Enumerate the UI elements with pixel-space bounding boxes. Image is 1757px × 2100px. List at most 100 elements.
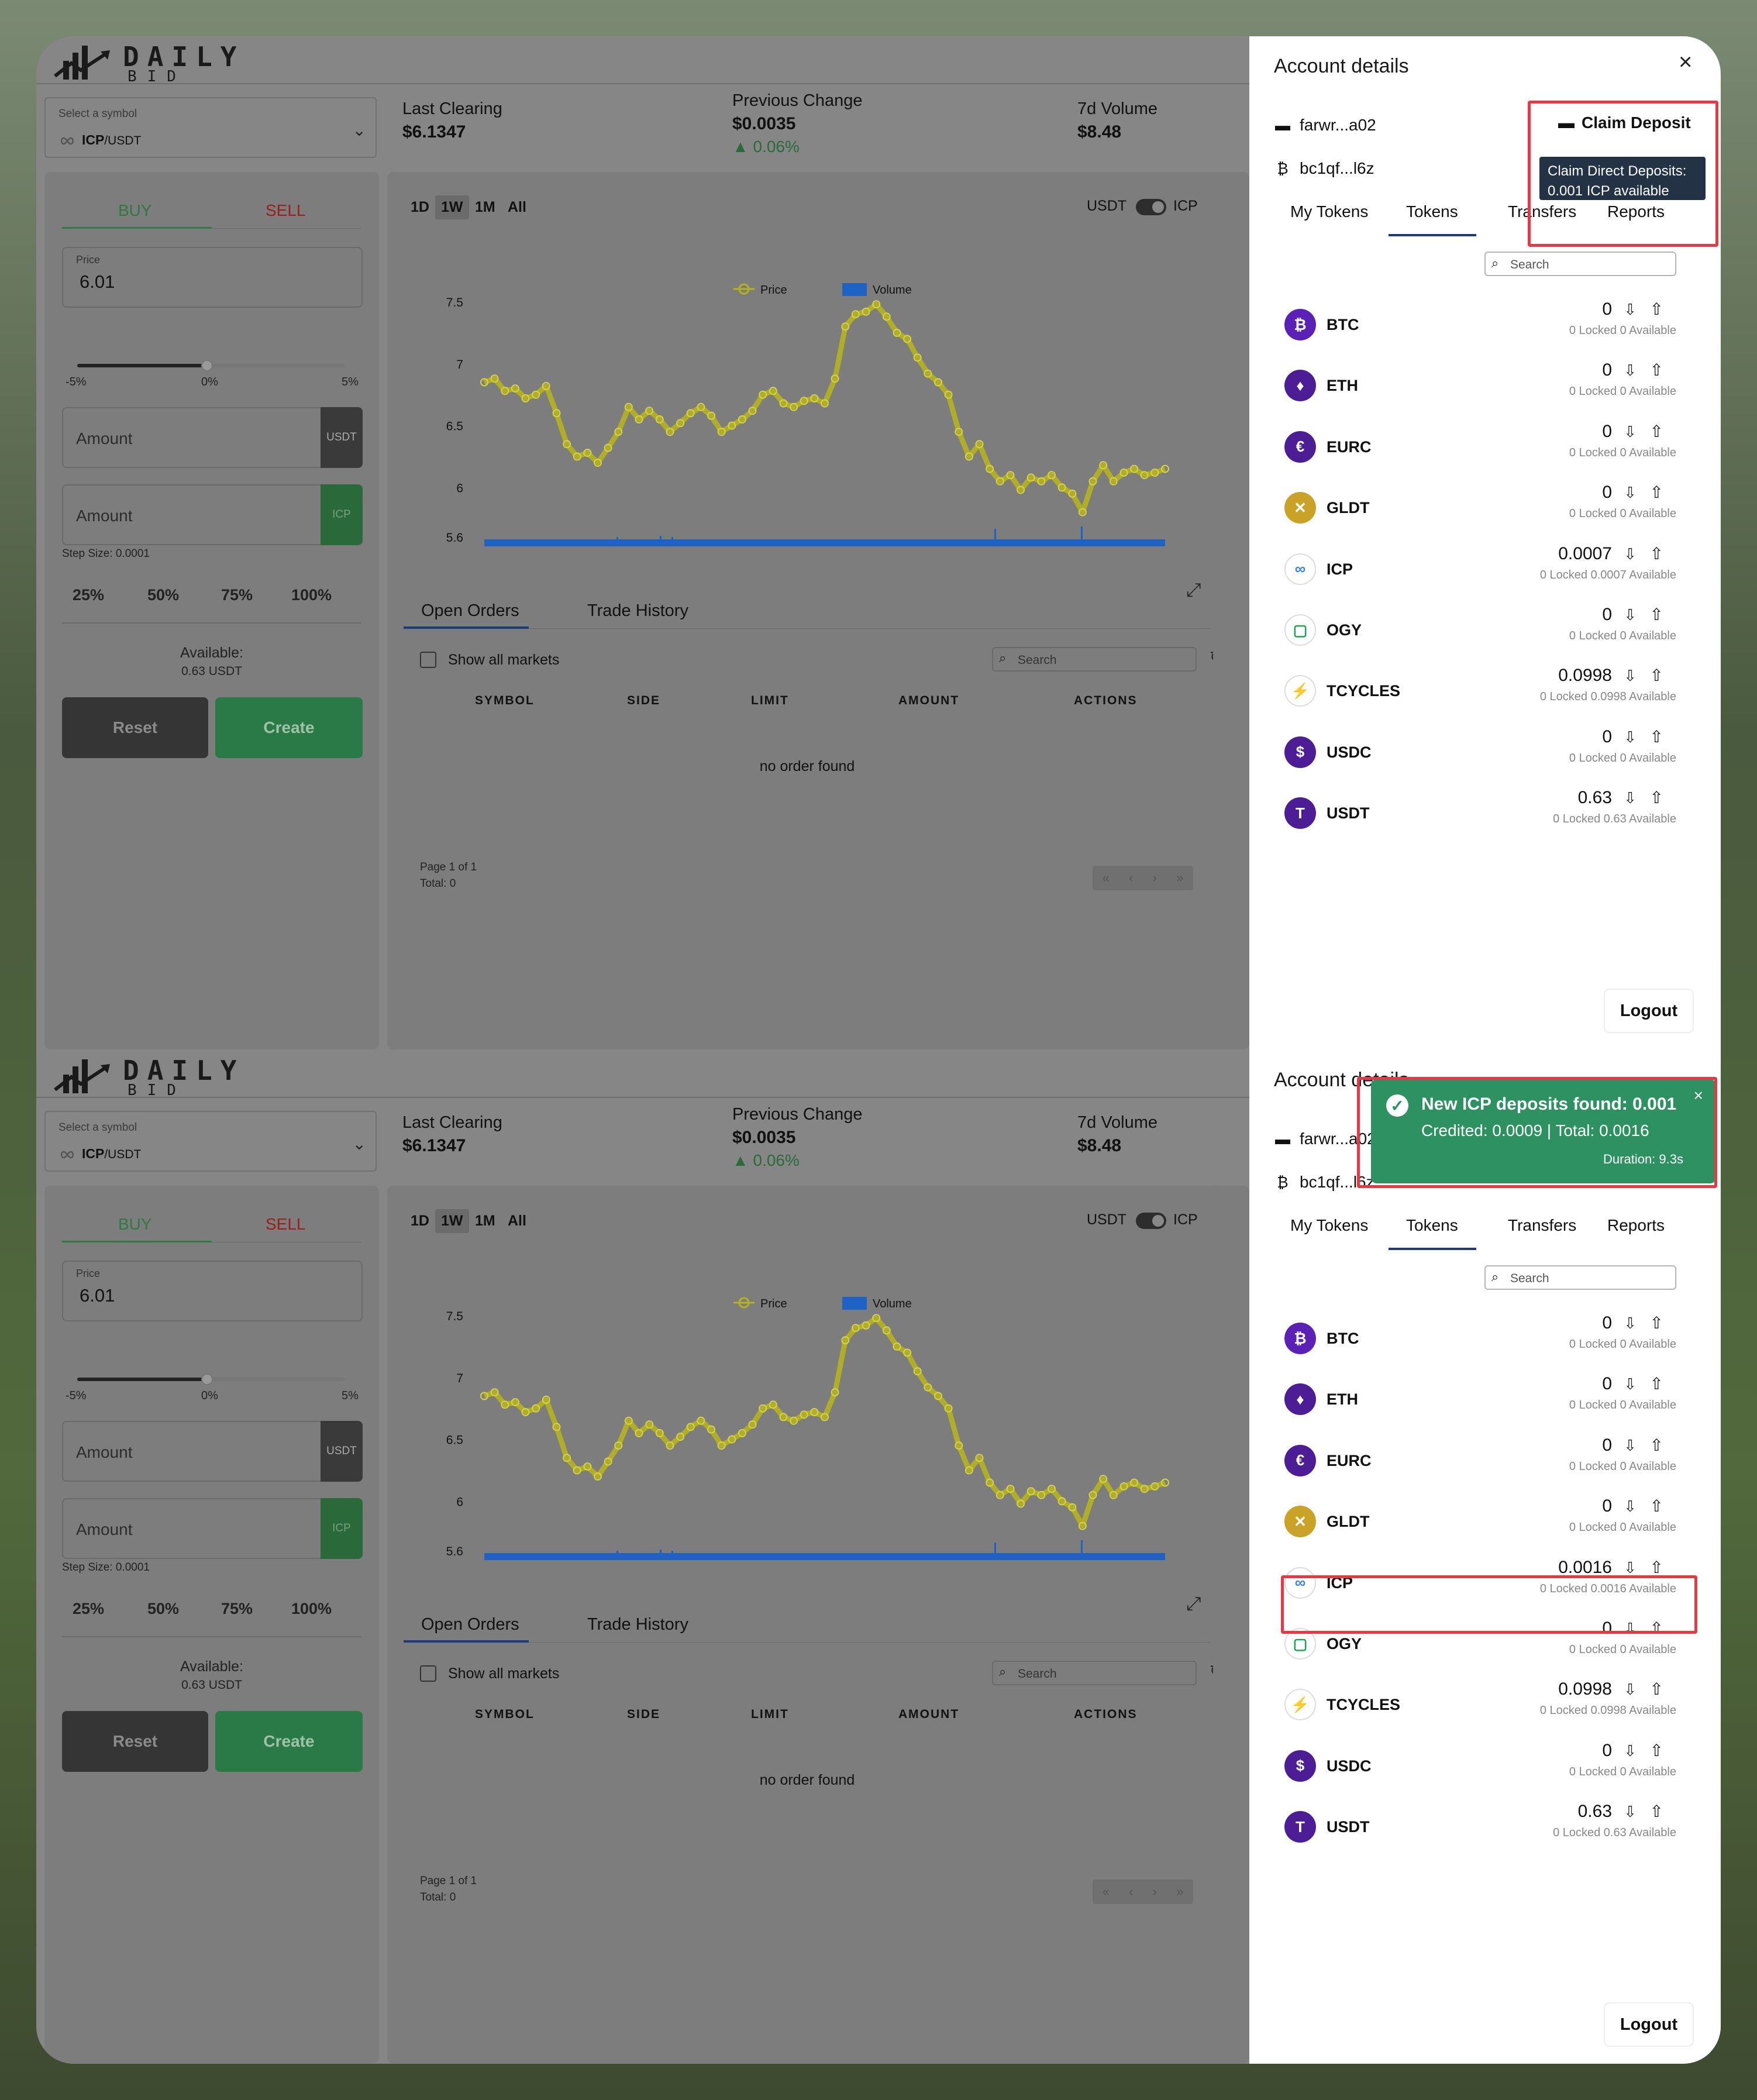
- show-all-markets-checkbox[interactable]: [420, 1665, 436, 1682]
- token-row-eurc[interactable]: € EURC 0 ⇩ ⇧ 0 Locked 0 Available: [1284, 422, 1676, 483]
- tab-buy[interactable]: BUY: [118, 201, 152, 219]
- last-page-icon[interactable]: »: [1176, 1884, 1184, 1899]
- deposit-icon[interactable]: ⇩: [1624, 789, 1637, 807]
- tab-open-orders[interactable]: Open Orders: [421, 1615, 519, 1634]
- deposit-icon[interactable]: ⇩: [1624, 1681, 1637, 1699]
- range-1m[interactable]: 1M: [475, 199, 495, 215]
- tab-reports[interactable]: Reports: [1607, 1216, 1665, 1234]
- expand-icon[interactable]: ⤢: [1186, 1593, 1201, 1614]
- price-input[interactable]: Price 6.01: [62, 1261, 363, 1321]
- withdraw-icon[interactable]: ⇧: [1649, 1314, 1663, 1332]
- deposit-icon[interactable]: ⇩: [1624, 422, 1637, 440]
- token-row-usdc[interactable]: $ USDC 0 ⇩ ⇧ 0 Locked 0 Available: [1284, 1741, 1676, 1802]
- withdraw-icon[interactable]: ⇧: [1649, 1435, 1663, 1454]
- price-slider[interactable]: [77, 360, 345, 371]
- withdraw-icon[interactable]: ⇧: [1649, 1680, 1663, 1699]
- withdraw-icon[interactable]: ⇧: [1649, 1802, 1663, 1821]
- tab-my-tokens[interactable]: My Tokens: [1290, 1216, 1369, 1234]
- brand-logo[interactable]: DAILY BID: [54, 41, 236, 85]
- deposit-icon[interactable]: ⇩: [1624, 545, 1637, 563]
- token-row-eth[interactable]: ♦ ETH 0 ⇩ ⇧ 0 Locked 0 Available: [1284, 360, 1676, 421]
- first-page-icon[interactable]: «: [1102, 1884, 1110, 1899]
- token-search-input[interactable]: ⌕ Search: [1484, 252, 1676, 276]
- deposit-icon[interactable]: ⇩: [1624, 301, 1637, 318]
- price-slider[interactable]: [77, 1373, 345, 1385]
- tab-tokens[interactable]: Tokens: [1406, 202, 1458, 221]
- deposit-icon[interactable]: ⇩: [1624, 606, 1637, 624]
- deposit-icon[interactable]: ⇩: [1624, 1314, 1637, 1332]
- tab-sell[interactable]: SELL: [266, 201, 306, 219]
- pct-50-button[interactable]: 50%: [147, 1600, 180, 1617]
- prev-page-icon[interactable]: ‹: [1129, 870, 1134, 885]
- withdraw-icon[interactable]: ⇧: [1649, 1741, 1663, 1760]
- withdraw-icon[interactable]: ⇧: [1649, 1497, 1663, 1516]
- currency-toggle[interactable]: [1136, 1213, 1166, 1229]
- pct-100-button[interactable]: 100%: [291, 586, 332, 604]
- pct-25-button[interactable]: 25%: [73, 586, 105, 604]
- currency-toggle[interactable]: [1136, 199, 1166, 215]
- toast-close-icon[interactable]: ×: [1693, 1086, 1703, 1104]
- deposit-icon[interactable]: ⇩: [1624, 1497, 1637, 1516]
- deposit-icon[interactable]: ⇩: [1624, 1558, 1637, 1576]
- account-principal[interactable]: ▬ farwr...a02: [1274, 116, 1376, 135]
- symbol-select[interactable]: Select a symbol ICP/USDT ⌄: [44, 97, 377, 158]
- range-1w[interactable]: 1W: [435, 195, 469, 219]
- withdraw-icon[interactable]: ⇧: [1649, 605, 1663, 624]
- withdraw-icon[interactable]: ⇧: [1649, 300, 1663, 318]
- logout-button[interactable]: Logout: [1604, 989, 1694, 1033]
- tab-trade-history[interactable]: Trade History: [587, 601, 688, 620]
- claim-deposit-button[interactable]: ▬ Claim Deposit: [1558, 113, 1691, 132]
- next-page-icon[interactable]: ›: [1152, 870, 1157, 885]
- pct-25-button[interactable]: 25%: [73, 1600, 105, 1617]
- tab-reports[interactable]: Reports: [1607, 202, 1665, 221]
- withdraw-icon[interactable]: ⇧: [1649, 666, 1663, 685]
- token-search-input[interactable]: ⌕ Search: [1484, 1265, 1676, 1290]
- deposit-icon[interactable]: ⇩: [1624, 728, 1637, 746]
- token-row-usdc[interactable]: $ USDC 0 ⇩ ⇧ 0 Locked 0 Available: [1284, 727, 1676, 788]
- amount-base-input[interactable]: Amount ICP: [62, 1498, 363, 1559]
- tab-sell[interactable]: SELL: [266, 1215, 306, 1233]
- orders-search-input[interactable]: ⌕ Search: [992, 647, 1197, 672]
- show-all-markets-checkbox[interactable]: [420, 652, 436, 668]
- deposit-icon[interactable]: ⇩: [1624, 362, 1637, 380]
- withdraw-icon[interactable]: ⇧: [1649, 361, 1663, 380]
- close-icon[interactable]: ×: [1679, 49, 1693, 75]
- token-row-ogy[interactable]: ▢ OGY 0 ⇩ ⇧ 0 Locked 0 Available: [1284, 605, 1676, 666]
- deposit-icon[interactable]: ⇩: [1624, 1375, 1637, 1393]
- tab-trade-history[interactable]: Trade History: [587, 1615, 688, 1634]
- token-row-eurc[interactable]: € EURC 0 ⇩ ⇧ 0 Locked 0 Available: [1284, 1435, 1676, 1496]
- deposit-icon[interactable]: ⇩: [1624, 484, 1637, 502]
- range-1m[interactable]: 1M: [475, 1213, 495, 1229]
- amount-quote-input[interactable]: Amount USDT: [62, 407, 363, 468]
- deposit-icon[interactable]: ⇩: [1624, 1803, 1637, 1821]
- withdraw-icon[interactable]: ⇧: [1649, 544, 1663, 563]
- token-row-gldt[interactable]: ✕ GLDT 0 ⇩ ⇧ 0 Locked 0 Available: [1284, 1496, 1676, 1557]
- token-row-usdt[interactable]: T USDT 0.63 ⇩ ⇧ 0 Locked 0.63 Available: [1284, 788, 1676, 849]
- symbol-select[interactable]: Select a symbol ICP/USDT ⌄: [44, 1111, 377, 1172]
- token-row-icp[interactable]: ∞ ICP 0.0007 ⇩ ⇧ 0 Locked 0.0007 Available: [1284, 544, 1676, 605]
- deposit-icon[interactable]: ⇩: [1624, 1741, 1637, 1760]
- account-principal[interactable]: ▬ farwr...a02: [1274, 1130, 1376, 1148]
- create-button[interactable]: Create: [215, 1711, 363, 1772]
- tab-my-tokens[interactable]: My Tokens: [1290, 202, 1369, 221]
- tab-open-orders[interactable]: Open Orders: [421, 601, 519, 620]
- last-page-icon[interactable]: »: [1176, 870, 1184, 885]
- reset-button[interactable]: Reset: [62, 697, 208, 758]
- withdraw-icon[interactable]: ⇧: [1649, 483, 1663, 502]
- token-row-btc[interactable]: ₿ BTC 0 ⇩ ⇧ 0 Locked 0 Available: [1284, 1313, 1676, 1374]
- range-1d[interactable]: 1D: [411, 1213, 429, 1229]
- range-all[interactable]: All: [508, 199, 526, 215]
- tab-transfers[interactable]: Transfers: [1508, 1216, 1577, 1234]
- slider-handle[interactable]: [201, 1373, 213, 1385]
- token-row-btc[interactable]: ₿ BTC 0 ⇩ ⇧ 0 Locked 0 Available: [1284, 299, 1676, 360]
- pct-100-button[interactable]: 100%: [291, 1600, 332, 1617]
- withdraw-icon[interactable]: ⇧: [1649, 1375, 1663, 1393]
- amount-quote-input[interactable]: Amount USDT: [62, 1421, 363, 1482]
- amount-base-input[interactable]: Amount ICP: [62, 484, 363, 545]
- slider-handle[interactable]: [201, 360, 213, 371]
- withdraw-icon[interactable]: ⇧: [1649, 422, 1663, 440]
- brand-logo[interactable]: DAILY BID: [54, 1055, 236, 1099]
- account-bitcoin[interactable]: ₿ bc1qf...l6z: [1274, 1173, 1374, 1192]
